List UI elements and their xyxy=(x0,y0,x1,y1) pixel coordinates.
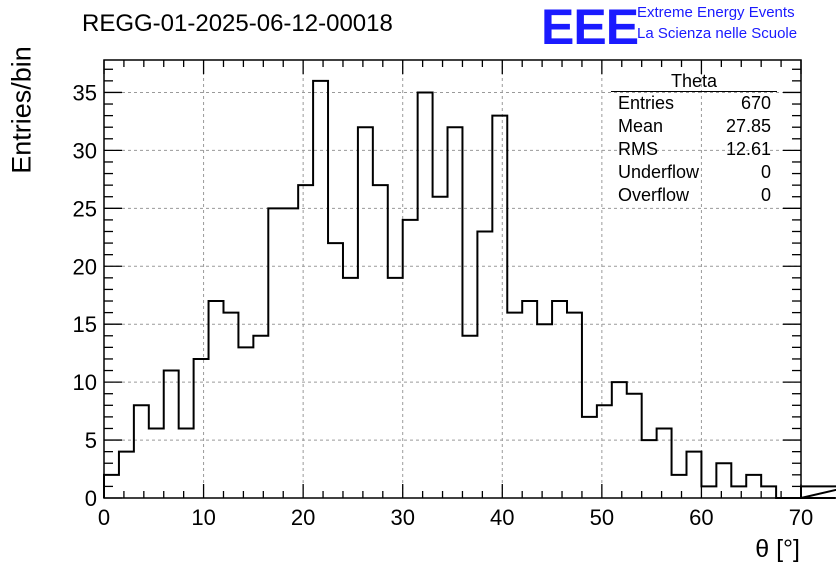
stats-label: Overflow xyxy=(618,185,690,205)
y-tick-label: 20 xyxy=(73,254,97,279)
chart-title: REGG-01-2025-06-12-00018 xyxy=(82,10,393,37)
grid-lines xyxy=(104,60,801,498)
histogram-bin xyxy=(492,116,507,498)
histogram-bin xyxy=(358,127,373,498)
histogram-bin xyxy=(298,185,313,498)
histogram-bin xyxy=(328,243,343,498)
histogram-bin xyxy=(238,347,253,498)
logo-caption-2: La Scienza nelle Scuole xyxy=(637,25,798,42)
stats-value: 12.61 xyxy=(725,139,771,159)
histogram-bin xyxy=(149,428,164,498)
histogram-bin xyxy=(119,452,134,498)
histogram-bin xyxy=(223,313,238,498)
histogram-bin xyxy=(179,428,194,498)
histogram-bin xyxy=(522,301,537,498)
histogram-bin xyxy=(537,324,552,498)
stats-label: Mean xyxy=(618,116,664,136)
x-tick-label: 20 xyxy=(291,505,315,530)
stats-value: 0 xyxy=(760,185,771,205)
stats-value: 0 xyxy=(760,162,771,182)
histogram-bin xyxy=(731,486,746,498)
x-axis-label: θ [°] xyxy=(755,535,800,563)
x-tick-label: 50 xyxy=(590,505,614,530)
histogram-bin xyxy=(672,475,687,498)
histogram-bin xyxy=(448,127,463,498)
y-tick-label: 35 xyxy=(73,80,97,105)
histogram-bin xyxy=(433,197,448,498)
stats-label: Underflow xyxy=(618,162,700,182)
y-tick-label: 5 xyxy=(85,428,97,453)
histogram-bin xyxy=(552,301,567,498)
histogram-bin xyxy=(343,278,358,498)
histogram-bin xyxy=(567,313,582,498)
histogram-bin xyxy=(313,81,328,498)
stats-label: Entries xyxy=(618,93,675,113)
stats-label: RMS xyxy=(618,139,658,159)
x-tick-label: 30 xyxy=(390,505,414,530)
histogram-bin xyxy=(283,208,298,498)
stats-row-rms: RMS 12.61 xyxy=(611,138,777,161)
stats-row-mean: Mean 27.85 xyxy=(611,115,777,138)
histogram-bin xyxy=(418,92,433,498)
histogram-bin xyxy=(657,428,672,498)
histogram-series xyxy=(103,79,836,499)
plot-frame xyxy=(103,59,802,499)
eee-logo: EEE xyxy=(541,0,639,55)
y-tick-label: 10 xyxy=(73,370,97,395)
histogram-bin xyxy=(268,208,283,498)
stats-box: Theta Entries 670 Mean 27.85 RMS 12.61 U… xyxy=(611,71,777,207)
histogram-bin xyxy=(164,371,179,498)
histogram-bin xyxy=(209,301,224,498)
histogram-bin xyxy=(134,405,149,498)
y-tick-label: 25 xyxy=(73,196,97,221)
stats-value: 670 xyxy=(740,93,771,113)
histogram-bin xyxy=(373,185,388,498)
stats-title: Theta xyxy=(611,71,777,92)
stats-row-overflow: Overflow 0 xyxy=(611,184,777,207)
x-tick-label: 0 xyxy=(98,505,110,530)
x-tick-label: 70 xyxy=(789,505,813,530)
stats-row-underflow: Underflow 0 xyxy=(611,161,777,184)
x-tick-label: 40 xyxy=(490,505,514,530)
histogram-bin xyxy=(701,486,716,498)
histogram-bin xyxy=(477,231,492,498)
histogram-bin xyxy=(462,336,477,498)
histogram-bin xyxy=(716,463,731,498)
histogram-bin xyxy=(597,405,612,498)
y-axis-label: Entries/bin xyxy=(6,46,37,174)
x-tick-label: 60 xyxy=(689,505,713,530)
histogram-bin xyxy=(388,278,403,498)
histogram-bin xyxy=(686,452,701,498)
histogram-bin xyxy=(253,336,268,498)
x-tick-label: 10 xyxy=(191,505,215,530)
y-tick-labels: 0 5 10 15 20 25 30 35 xyxy=(73,80,97,511)
x-tick-labels: 0 10 20 30 40 50 60 70 xyxy=(98,505,813,530)
logo-caption-1: Extreme Energy Events xyxy=(637,4,795,21)
stats-value: 27.85 xyxy=(725,116,771,136)
y-tick-label: 15 xyxy=(73,312,97,337)
histogram-bin xyxy=(642,440,657,498)
histogram-bin xyxy=(582,417,597,498)
y-tick-label: 0 xyxy=(85,486,97,511)
axis-ticks xyxy=(103,60,802,499)
histogram-bin xyxy=(194,359,209,498)
histogram-bin xyxy=(612,382,627,498)
histogram-bin xyxy=(627,394,642,498)
y-tick-label: 30 xyxy=(73,138,97,163)
histogram-bin xyxy=(761,486,776,498)
stats-row-entries: Entries 670 xyxy=(611,92,777,115)
histogram-bin xyxy=(507,313,522,498)
histogram-bin xyxy=(746,475,761,498)
histogram-bin xyxy=(403,220,418,498)
